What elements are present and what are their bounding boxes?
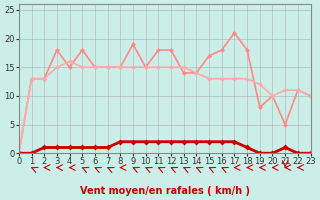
X-axis label: Vent moyen/en rafales ( km/h ): Vent moyen/en rafales ( km/h ): [80, 186, 250, 196]
